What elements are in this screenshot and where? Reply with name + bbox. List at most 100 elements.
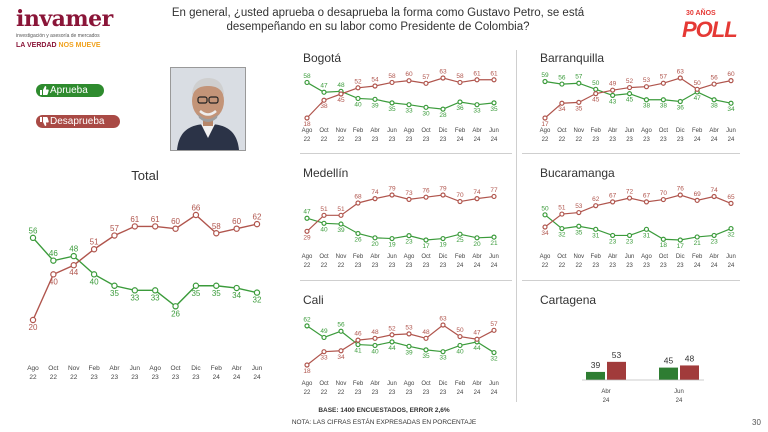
total-x-tick-year-4: 23 — [111, 374, 119, 381]
barranquilla-desaprueba-point-10 — [711, 81, 717, 87]
bogota-desaprueba-data-label-11: 61 — [490, 70, 498, 77]
barranquilla-desaprueba-point-11 — [728, 78, 734, 84]
cali-desaprueba-point-6 — [406, 331, 412, 337]
bucaramanga-aprueba-point-8 — [677, 237, 683, 243]
cali-desaprueba-data-label-0: 18 — [303, 368, 311, 375]
cali-x-tick-year-3: 23 — [355, 390, 362, 396]
cali-x-tick-year-8: 23 — [440, 390, 447, 396]
medellin-desaprueba-data-label-3: 68 — [354, 193, 362, 200]
cali-desaprueba-data-label-7: 48 — [422, 329, 430, 336]
barranquilla-aprueba-data-label-11: 34 — [727, 106, 735, 113]
bucaramanga-desaprueba-point-2 — [576, 209, 582, 216]
bucaramanga-desaprueba-point-0 — [542, 224, 548, 230]
medellin-x-tick-year-1: 22 — [321, 263, 328, 269]
medellin-x-tick-label-5: Jun — [387, 254, 397, 260]
cali-aprueba-point-3 — [355, 341, 361, 348]
bogota-aprueba-point-3 — [355, 95, 361, 102]
total-x-tick-year-8: 23 — [192, 374, 200, 381]
total-desaprueba-data-label-5: 61 — [130, 215, 139, 224]
bucaramanga-desaprueba-data-label-2: 53 — [575, 203, 583, 210]
cartagena-desaprueba-data-label-1: 48 — [685, 353, 695, 363]
total-aprueba-point-11 — [253, 289, 261, 296]
medellin-x-tick-year-10: 24 — [474, 263, 481, 269]
bogota-desaprueba-point-5 — [389, 79, 395, 86]
medellin-x-tick-year-5: 23 — [389, 263, 396, 269]
bucaramanga-aprueba-point-2 — [576, 223, 582, 229]
divider-row2-right — [522, 280, 740, 281]
survey-question: En general, ¿usted aprueba o desaprueba … — [171, 7, 585, 33]
bucaramanga-desaprueba-data-label-5: 72 — [626, 189, 634, 196]
total-x-tick-label-4: Abr — [109, 365, 120, 372]
cali-aprueba-data-label-9: 40 — [456, 348, 464, 355]
barranquilla-x-tick-year-2: 22 — [575, 137, 582, 143]
total-x-tick-label-9: Feb — [211, 365, 223, 372]
bucaramanga-desaprueba-point-3 — [593, 203, 599, 209]
cali-desaprueba-point-3 — [355, 337, 361, 343]
medellin-aprueba-point-5 — [389, 235, 395, 242]
total-desaprueba-point-0 — [29, 316, 37, 324]
cali-desaprueba-data-label-9: 50 — [456, 327, 464, 334]
bogota-aprueba-point-7 — [423, 104, 429, 110]
total-x-tick-label-6: Ago — [149, 365, 161, 372]
medellin-desaprueba-point-7 — [423, 194, 429, 200]
total-desaprueba-data-label-10: 60 — [232, 217, 241, 226]
bogota-desaprueba-data-label-6: 60 — [405, 71, 413, 78]
bogota-desaprueba-point-8 — [440, 75, 446, 81]
legend-disapprove-label: Desaprueba — [50, 116, 105, 127]
barranquilla-aprueba-point-8 — [677, 98, 683, 105]
medellin-aprueba-point-8 — [440, 235, 446, 242]
barranquilla-desaprueba-data-label-0: 17 — [541, 121, 549, 128]
barranquilla-aprueba-data-label-0: 59 — [541, 72, 549, 79]
total-x-tick-label-0: Ago — [27, 365, 39, 372]
cali-x-tick-label-8: Dic — [439, 381, 448, 387]
barranquilla-aprueba-data-label-7: 38 — [660, 103, 668, 110]
medellin-chart-title: Medellín — [303, 166, 348, 180]
bucaramanga-aprueba-data-label-10: 23 — [710, 238, 718, 245]
medellin-aprueba-data-label-7: 17 — [422, 243, 430, 250]
cali-aprueba-data-label-8: 33 — [439, 355, 447, 362]
total-aprueba-data-label-7: 26 — [171, 309, 180, 318]
bucaramanga-x-tick-label-8: Dic — [676, 254, 685, 260]
bogota-x-tick-label-11: Jun — [489, 128, 499, 134]
total-aprueba-data-label-8: 35 — [191, 289, 200, 298]
bogota-desaprueba-point-11 — [491, 77, 497, 83]
bogota-aprueba-data-label-7: 30 — [422, 110, 430, 117]
bucaramanga-x-tick-label-0: Ago — [540, 254, 551, 260]
barranquilla-aprueba-point-7 — [660, 97, 666, 103]
barranquilla-aprueba-point-1 — [559, 81, 565, 87]
barranquilla-x-tick-year-1: 22 — [559, 137, 566, 143]
total-desaprueba-point-6 — [151, 223, 159, 230]
barranquilla-aprueba-data-label-6: 38 — [643, 103, 651, 110]
bogota-aprueba-point-9 — [457, 99, 463, 105]
medellin-aprueba-point-6 — [406, 233, 412, 239]
cartagena-chart-title: Cartagena — [540, 293, 596, 307]
bucaramanga-x-tick-year-8: 23 — [677, 263, 684, 269]
barranquilla-aprueba-data-label-5: 45 — [626, 97, 634, 104]
cali-desaprueba-data-label-8: 63 — [439, 316, 447, 323]
bucaramanga-aprueba-data-label-3: 31 — [592, 232, 600, 239]
total-desaprueba-data-label-3: 51 — [90, 238, 99, 247]
barranquilla-x-tick-year-3: 23 — [592, 137, 599, 143]
bucaramanga-aprueba-data-label-9: 21 — [694, 240, 702, 247]
cali-x-tick-label-4: Abr — [370, 381, 379, 387]
total-desaprueba-data-label-6: 61 — [151, 215, 160, 224]
total-x-tick-year-10: 24 — [233, 374, 241, 381]
bogota-x-tick-year-8: 23 — [440, 137, 447, 143]
total-x-tick-year-7: 23 — [172, 374, 180, 381]
legend-approve: Aprueba — [36, 84, 104, 97]
barranquilla-desaprueba-point-0 — [542, 115, 548, 121]
cali-x-tick-year-4: 23 — [372, 390, 379, 396]
logo-wordmark: invamer — [16, 6, 113, 32]
bucaramanga-desaprueba-data-label-1: 51 — [558, 205, 566, 212]
cartagena-aprueba-bar-1 — [659, 367, 678, 380]
total-aprueba-data-label-10: 34 — [232, 291, 241, 300]
total-x-tick-year-0: 22 — [29, 374, 37, 381]
cartagena-x-tick-label-1: Jun — [674, 389, 684, 395]
total-aprueba-data-label-9: 35 — [212, 289, 221, 298]
total-desaprueba-point-11 — [253, 220, 261, 228]
bucaramanga-x-tick-year-4: 23 — [609, 263, 616, 269]
bucaramanga-x-tick-label-5: Jun — [625, 254, 635, 260]
medellin-desaprueba-point-8 — [440, 192, 446, 198]
total-desaprueba-point-4 — [111, 232, 118, 239]
total-x-tick-label-2: Nov — [68, 365, 80, 372]
